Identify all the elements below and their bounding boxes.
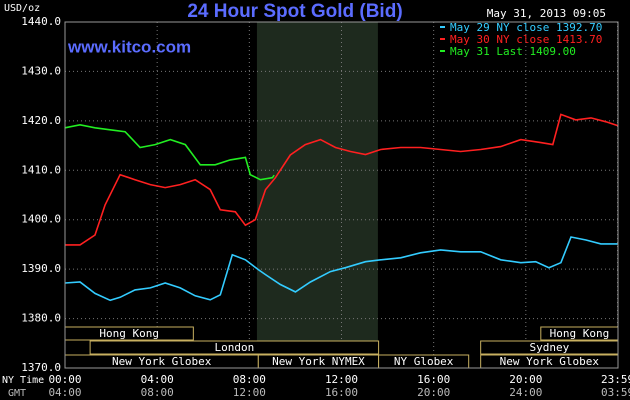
line-series — [64, 123, 275, 181]
session-label: New York Globex — [112, 355, 212, 368]
y-tick-label: 1430.0 — [21, 64, 61, 77]
x-tick-label: 16:00 — [417, 373, 450, 386]
x-tick-label: 08:00 — [233, 373, 266, 386]
x-tick-label: 04:00 — [141, 373, 174, 386]
y-axis-label: USD/oz — [4, 3, 40, 14]
x2-tick-label: 16:00 — [325, 386, 358, 399]
legend-label: May 30 NY close 1413.70 — [450, 33, 602, 46]
session-shade — [256, 22, 378, 368]
legend-label: May 29 NY close 1392.70 — [450, 21, 602, 34]
line-series — [64, 236, 618, 302]
x2-tick-label: 12:00 — [233, 386, 266, 399]
session-label: New York NYMEX — [272, 355, 365, 368]
session-label: Sydney — [529, 341, 569, 354]
x2-tick-label: 03:59 — [601, 386, 630, 399]
x2-tick-label: 04:00 — [48, 386, 81, 399]
x2-tick-label: 24:00 — [509, 386, 542, 399]
x-tick-label: 12:00 — [325, 373, 358, 386]
legend-swatch — [440, 26, 445, 28]
legend-swatch — [440, 38, 445, 40]
y-tick-label: 1380.0 — [21, 312, 61, 325]
session-label: Hong Kong — [99, 327, 159, 340]
legend-label: May 31 Last 1409.00 — [450, 45, 576, 58]
line-series — [65, 113, 619, 246]
chart-title: 24 Hour Spot Gold (Bid) — [187, 1, 402, 22]
session-label: Hong Kong — [550, 327, 610, 340]
session-label: New York Globex — [500, 355, 600, 368]
y-tick-label: 1370.0 — [21, 361, 61, 374]
session-bar — [89, 340, 380, 355]
session-label: London — [214, 341, 254, 354]
watermark: www.kitco.com — [67, 37, 191, 56]
y-tick-label: 1400.0 — [21, 213, 61, 226]
y-tick-label: 1420.0 — [21, 114, 61, 127]
y-tick-label: 1390.0 — [21, 262, 61, 275]
x2-axis-label: GMT — [8, 388, 26, 399]
x-tick-label: 00:00 — [48, 373, 81, 386]
x-tick-label: 23:59 — [601, 373, 630, 386]
timestamp: May 31, 2013 09:05 — [487, 7, 606, 20]
x2-tick-label: 20:00 — [417, 386, 450, 399]
legend-swatch — [440, 50, 445, 52]
plot-frame — [64, 21, 619, 369]
y-tick-label: 1440.0 — [21, 15, 61, 28]
x-axis-label: NY Time — [2, 375, 44, 386]
x-tick-label: 20:00 — [509, 373, 542, 386]
session-label: NY Globex — [394, 355, 454, 368]
x2-tick-label: 08:00 — [141, 386, 174, 399]
y-tick-label: 1410.0 — [21, 163, 61, 176]
